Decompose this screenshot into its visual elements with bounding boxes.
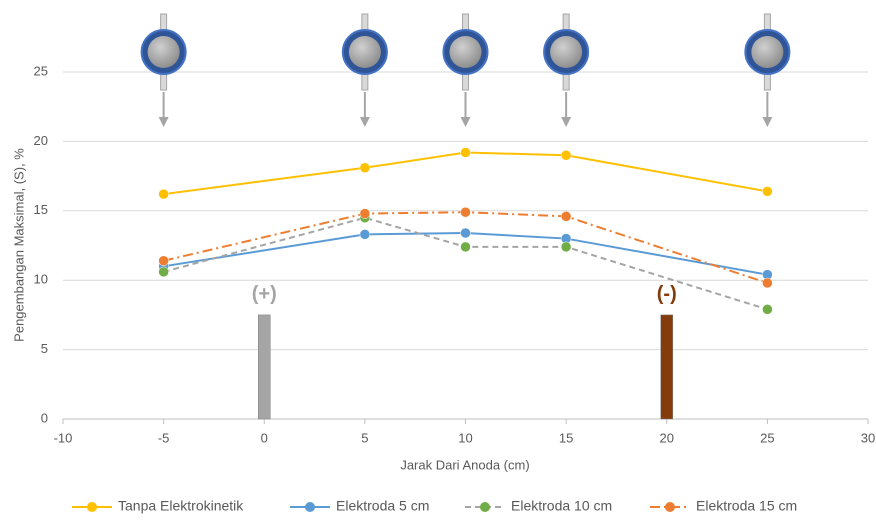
y-tick-label: 15 [34, 202, 48, 217]
legend-marker [665, 502, 675, 512]
data-point [561, 211, 571, 221]
y-axis-title: Pengembangan Maksimal, (S), % [11, 148, 26, 342]
data-point [360, 229, 370, 239]
data-point [561, 150, 571, 160]
x-axis-title: Jarak Dari Anoda (cm) [400, 457, 529, 472]
sensor-arrowhead [360, 117, 370, 127]
data-point [159, 267, 169, 277]
y-tick-label: 0 [41, 410, 48, 425]
electrode [258, 315, 270, 419]
legend-label: Tanpa Elektrokinetik [118, 498, 244, 514]
legend-marker [480, 502, 490, 512]
sensor-stem [463, 74, 469, 90]
data-point [762, 304, 772, 314]
sensor-stem [161, 74, 167, 90]
data-point [360, 163, 370, 173]
sensor-arrowhead [461, 117, 471, 127]
sensor-stem [563, 14, 569, 30]
legend-label: Elektroda 10 cm [511, 498, 612, 514]
sensor-stem [563, 74, 569, 90]
x-tick-label: 30 [861, 430, 875, 445]
sensor-arrowhead [159, 117, 169, 127]
y-tick-label: 10 [34, 272, 48, 287]
sensor-stem [362, 14, 368, 30]
legend-label: Elektroda 5 cm [336, 498, 429, 514]
sensor-stem [463, 14, 469, 30]
data-point [159, 189, 169, 199]
sensor-ball [450, 36, 482, 68]
legend-marker [305, 502, 315, 512]
chart: Jarak Dari Anoda (cm) Pengembangan Maksi… [0, 0, 876, 515]
sensor-stem [764, 74, 770, 90]
sensor-stem [161, 14, 167, 30]
data-point [561, 242, 571, 252]
electrode [661, 315, 673, 419]
sensor-stem [362, 74, 368, 90]
data-point [461, 228, 471, 238]
electrode-label: (+) [252, 283, 277, 305]
x-tick-label: 20 [660, 430, 674, 445]
x-tick-label: 15 [559, 430, 573, 445]
x-tick-label: 5 [361, 430, 368, 445]
x-tick-label: -5 [158, 430, 170, 445]
sensor-arrowhead [762, 117, 772, 127]
x-tick-label: 25 [760, 430, 774, 445]
legend-marker [87, 502, 97, 512]
data-point [461, 148, 471, 158]
x-tick-label: -10 [54, 430, 73, 445]
x-tick-label: 10 [458, 430, 472, 445]
y-tick-label: 25 [34, 63, 48, 78]
sensor-arrowhead [561, 117, 571, 127]
x-tick-label: 0 [261, 430, 268, 445]
legend-label: Elektroda 15 cm [696, 498, 797, 514]
data-point [461, 242, 471, 252]
series-line [164, 153, 768, 195]
data-point [159, 256, 169, 266]
y-tick-label: 20 [34, 133, 48, 148]
page: Jarak Dari Anoda (cm) Pengembangan Maksi… [0, 0, 876, 520]
sensor-ball [550, 36, 582, 68]
data-point [461, 207, 471, 217]
sensor-ball [148, 36, 180, 68]
sensor-stem [764, 14, 770, 30]
sensor-ball [349, 36, 381, 68]
electrode-label: (-) [657, 283, 677, 305]
y-tick-label: 5 [41, 341, 48, 356]
data-point [762, 186, 772, 196]
sensor-ball [751, 36, 783, 68]
data-point [762, 278, 772, 288]
data-point [360, 209, 370, 219]
